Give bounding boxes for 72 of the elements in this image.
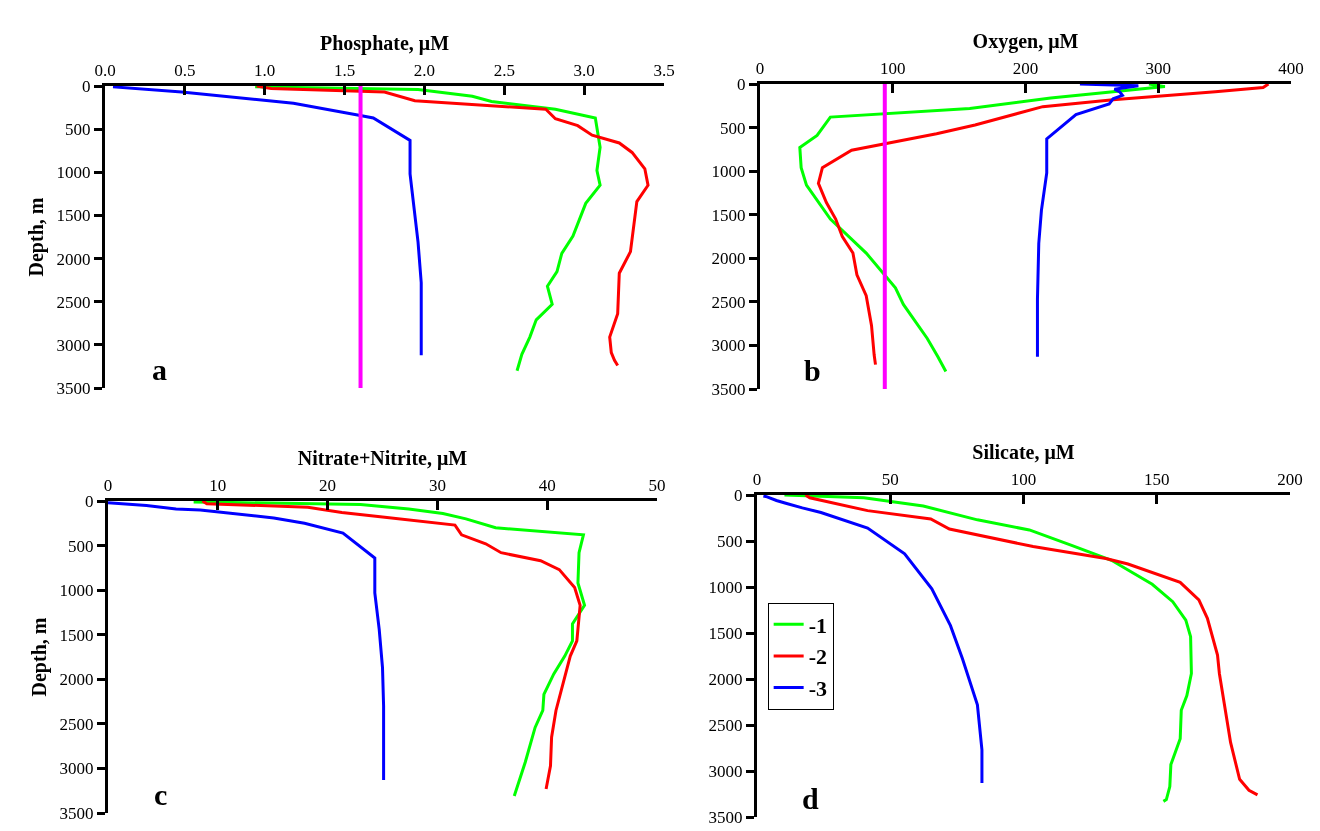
y-tick-label: 2500 (708, 715, 743, 735)
y-tick-label: 1000 (56, 163, 91, 183)
y-tick-label: 1500 (59, 625, 94, 645)
y-tick-label: 2000 (56, 249, 91, 269)
y-tick-label: 2000 (708, 669, 743, 689)
x-tick-label: 20 (319, 476, 337, 496)
x-tick-label: 0 (752, 470, 762, 490)
x-axis-title: Oxygen, μM (972, 29, 1079, 53)
x-tick-label: 40 (538, 476, 556, 496)
y-tick-label: 500 (68, 536, 94, 556)
y-axis-title: Depth, m (28, 617, 52, 697)
y-tick-label: 3000 (708, 761, 743, 781)
y-tick-label: 3500 (708, 807, 743, 827)
y-tick-label: 2500 (711, 292, 746, 312)
y-tick-label: 1500 (56, 206, 91, 226)
y-tick-label: 3500 (59, 803, 94, 823)
y-tick-label: 2500 (56, 292, 91, 312)
x-tick-label: 0 (755, 59, 765, 79)
y-tick-label: 0 (82, 76, 91, 96)
x-tick-label: 50 (881, 470, 899, 490)
x-tick-label: 2.0 (413, 61, 436, 81)
line-series (111, 86, 423, 357)
x-axis-title: Silicate, μM (972, 440, 1075, 464)
line-series (108, 501, 386, 782)
x-tick-label: 0 (103, 476, 113, 496)
line-series (1035, 84, 1140, 359)
annotation: a (152, 353, 167, 386)
x-tick-label: 2.5 (493, 61, 515, 81)
x-tick-label: 0.5 (174, 61, 196, 81)
y-tick-label: 500 (720, 118, 746, 138)
x-tick-label: 400 (1278, 59, 1304, 79)
y-tick-label: 2500 (59, 714, 94, 734)
legend-label: -2 (808, 644, 827, 670)
y-tick-label: 500 (65, 120, 91, 140)
annotation: b (804, 354, 821, 387)
y-tick-label: 1000 (711, 162, 746, 182)
annotation: c (154, 778, 168, 811)
y-tick-label: 3000 (711, 336, 746, 356)
y-tick-label: 3000 (56, 335, 91, 355)
x-tick-label: 100 (1010, 470, 1037, 490)
y-tick-label: 1000 (59, 581, 94, 601)
y-tick-label: 3000 (59, 759, 94, 779)
y-tick-label: 0 (85, 491, 94, 511)
y-tick-label: 2000 (711, 249, 746, 269)
x-tick-label: 3.5 (653, 61, 675, 81)
x-tick-label: 1.0 (254, 61, 276, 81)
annotation: d (802, 782, 819, 815)
y-axis-title: Depth, m (25, 197, 49, 277)
y-tick-label: 1000 (708, 577, 743, 597)
x-axis-title: Phosphate, μM (319, 31, 450, 55)
x-tick-label: 150 (1144, 470, 1170, 490)
legend-label: -3 (808, 676, 827, 702)
x-tick-label: 100 (880, 59, 906, 79)
x-tick-label: 300 (1145, 59, 1171, 79)
y-tick-label: 1500 (708, 623, 743, 643)
y-tick-label: 1500 (711, 205, 746, 225)
legend-label: -1 (808, 612, 827, 638)
y-tick-label: 0 (737, 74, 746, 94)
x-tick-label: 200 (1012, 59, 1039, 79)
x-tick-label: 200 (1277, 470, 1303, 490)
line-series (761, 495, 984, 785)
x-tick-label: 1.5 (333, 61, 356, 81)
x-axis-title: Nitrate+Nitrite, μM (297, 446, 468, 470)
x-tick-label: 30 (428, 476, 446, 496)
y-tick-label: 3500 (56, 378, 91, 398)
x-tick-label: 50 (648, 476, 666, 496)
y-tick-label: 500 (717, 531, 743, 551)
y-tick-label: 3500 (711, 379, 746, 399)
x-tick-label: 10 (209, 476, 227, 496)
x-tick-label: 0.0 (94, 61, 116, 81)
x-tick-label: 3.0 (573, 61, 595, 81)
y-tick-label: 2000 (59, 670, 94, 690)
